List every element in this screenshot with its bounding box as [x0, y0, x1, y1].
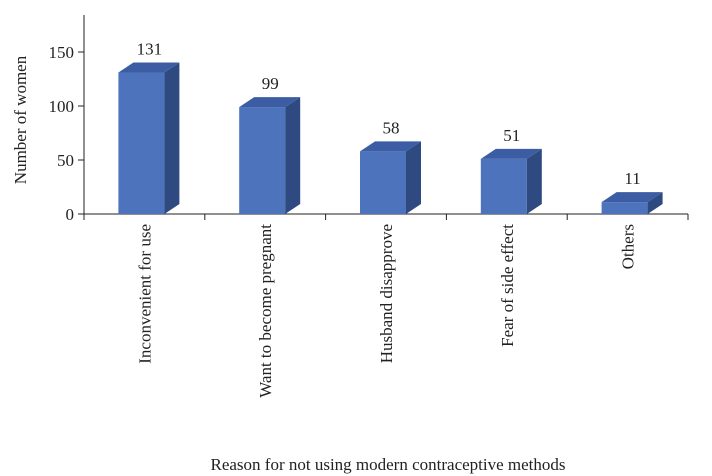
x-axis	[78, 213, 689, 220]
x-axis-title: Reason for not using modern contraceptiv…	[210, 455, 565, 474]
bar-side	[647, 192, 663, 214]
bar-top	[601, 192, 663, 203]
bar-top	[480, 148, 542, 159]
category-label: Others	[619, 224, 638, 269]
y-tick-label: 100	[49, 97, 75, 116]
bar	[239, 107, 286, 214]
bars-group	[118, 62, 663, 215]
bar	[480, 158, 527, 214]
bar	[601, 202, 648, 214]
y-tick-label: 150	[49, 43, 75, 62]
bar-top	[239, 97, 301, 108]
bar	[360, 151, 406, 214]
data-label: 51	[503, 126, 520, 145]
y-tick-label: 50	[57, 151, 74, 170]
bar-side	[164, 62, 180, 214]
data-label: 131	[137, 40, 163, 59]
bar-side	[285, 97, 301, 214]
data-label: 58	[383, 118, 400, 137]
category-label: Inconvenient for use	[135, 224, 154, 364]
data-label: 11	[624, 169, 640, 188]
y-tick-label: 0	[66, 205, 75, 224]
data-label: 99	[262, 74, 279, 93]
category-labels-group: Inconvenient for use Want to become pregn…	[135, 224, 637, 398]
y-axis: 0 50 100 150	[49, 15, 85, 224]
category-label: Fear of side effect	[498, 224, 517, 347]
bar	[118, 72, 165, 215]
category-label: Want to become pregnant	[256, 224, 275, 398]
category-label: Husband disapprove	[377, 224, 396, 363]
bar-side	[526, 148, 542, 214]
data-labels-group: 131 99 58 51 11	[137, 40, 641, 189]
bar-top	[360, 141, 421, 152]
bar-side	[406, 141, 421, 214]
bar-top	[118, 62, 180, 73]
y-axis-title: Number of women	[11, 55, 30, 184]
